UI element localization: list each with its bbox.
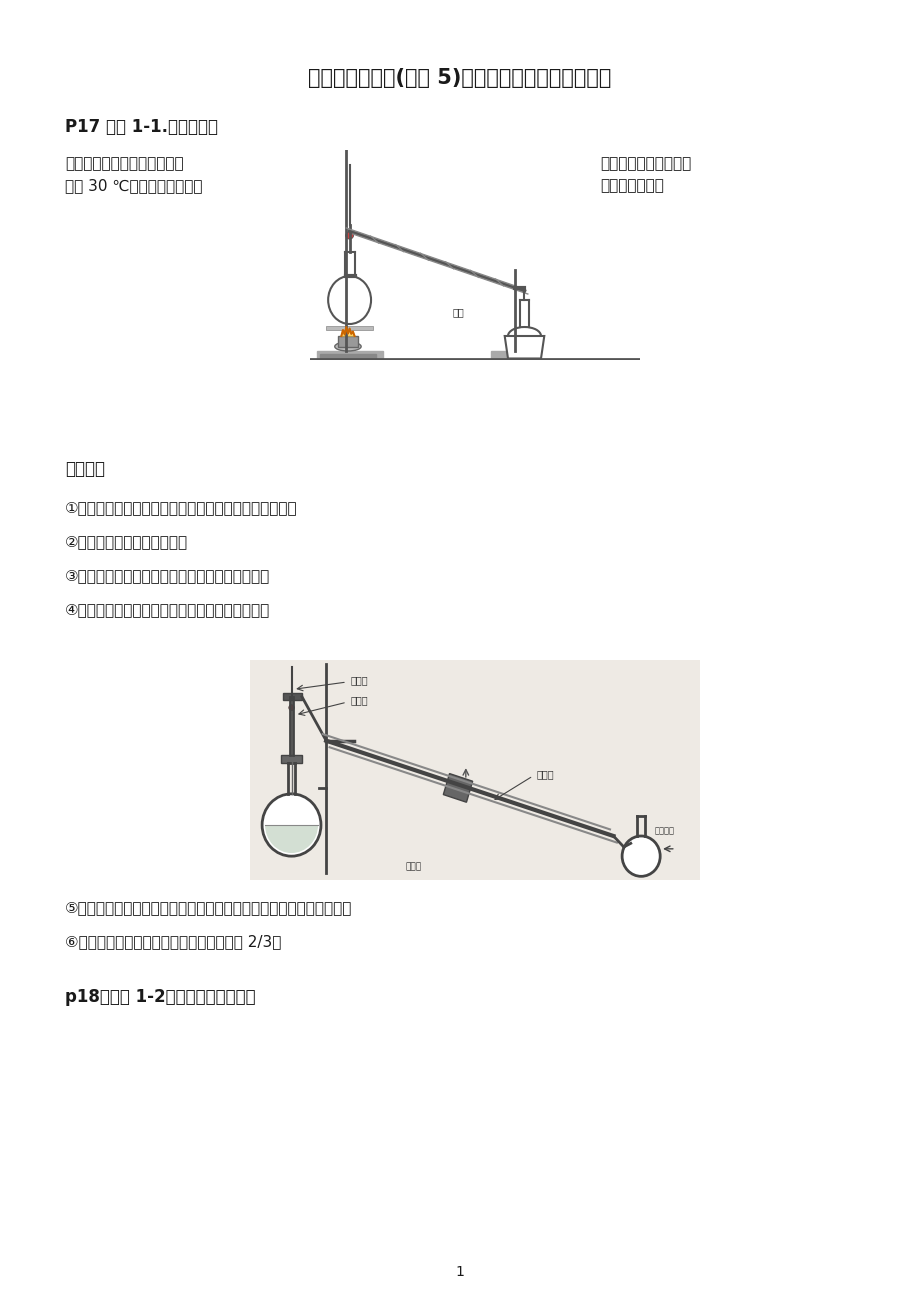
Circle shape — [289, 704, 294, 711]
Text: 相差 30 ℃以上）进行分离提: 相差 30 ℃以上）进行分离提 — [65, 178, 202, 193]
Text: ③冷却水的通入方向：进水水流与气流方向相反。: ③冷却水的通入方向：进水水流与气流方向相反。 — [65, 568, 270, 583]
Text: ④沸点高而不稳定的液态物质可以考虑减压蒸馏。: ④沸点高而不稳定的液态物质可以考虑减压蒸馏。 — [65, 602, 270, 617]
Text: 冷水: 冷水 — [452, 307, 464, 316]
Bar — [326, 327, 372, 329]
Text: 蒸馏：利用互溶液体混合物中: 蒸馏：利用互溶液体混合物中 — [65, 156, 184, 171]
Text: 纯的一种方法。: 纯的一种方法。 — [599, 178, 664, 193]
Text: 毛细管: 毛细管 — [350, 695, 368, 706]
Bar — [337, 336, 357, 346]
Text: 人教版有机化学(选修 5)教材全部实验总结整理归纳: 人教版有机化学(选修 5)教材全部实验总结整理归纳 — [308, 68, 611, 89]
Circle shape — [346, 232, 353, 240]
Text: 1: 1 — [455, 1266, 464, 1279]
Text: ①仪器：蒸馏烧瓶、冷凝管、接引管（尾接管）、锥形瓶: ①仪器：蒸馏烧瓶、冷凝管、接引管（尾接管）、锥形瓶 — [65, 500, 298, 516]
Text: ⑤要加入碎瓷片（未上釉的废瓷片）防止液体暴沸，使液体平稳沸腾。: ⑤要加入碎瓷片（未上釉的废瓷片）防止液体暴沸，使液体平稳沸腾。 — [65, 900, 352, 915]
Bar — [316, 352, 382, 358]
Polygon shape — [341, 327, 354, 336]
Wedge shape — [265, 825, 318, 853]
Text: p18：实验 1-2；苯甲酸的重结晶：: p18：实验 1-2；苯甲酸的重结晶： — [65, 988, 255, 1006]
Circle shape — [621, 836, 660, 876]
Bar — [281, 755, 301, 763]
Text: 温度计: 温度计 — [350, 676, 368, 685]
Text: P17 实验 1-1.蒸馏实验：: P17 实验 1-1.蒸馏实验： — [65, 118, 218, 135]
Bar — [320, 354, 376, 358]
Text: 冷却水: 冷却水 — [405, 863, 422, 871]
Ellipse shape — [507, 327, 540, 345]
Text: 接真空泵: 接真空泵 — [654, 825, 675, 835]
Circle shape — [262, 794, 321, 857]
Bar — [491, 352, 537, 358]
Text: ②温度计水银球位于支管口处: ②温度计水银球位于支管口处 — [65, 534, 187, 549]
Text: 各组分沸点不同（一般: 各组分沸点不同（一般 — [599, 156, 690, 171]
Polygon shape — [505, 336, 544, 358]
Bar — [282, 693, 301, 700]
Ellipse shape — [328, 276, 370, 324]
Text: ⑥蒸馏烧瓶盛装溶液体积最大为烧瓶体积的 2/3。: ⑥蒸馏烧瓶盛装溶液体积最大为烧瓶体积的 2/3。 — [65, 934, 281, 949]
Bar — [443, 773, 472, 802]
Text: 【注意】: 【注意】 — [65, 460, 105, 478]
Ellipse shape — [335, 342, 361, 352]
Text: 冷凝管: 冷凝管 — [536, 769, 553, 779]
